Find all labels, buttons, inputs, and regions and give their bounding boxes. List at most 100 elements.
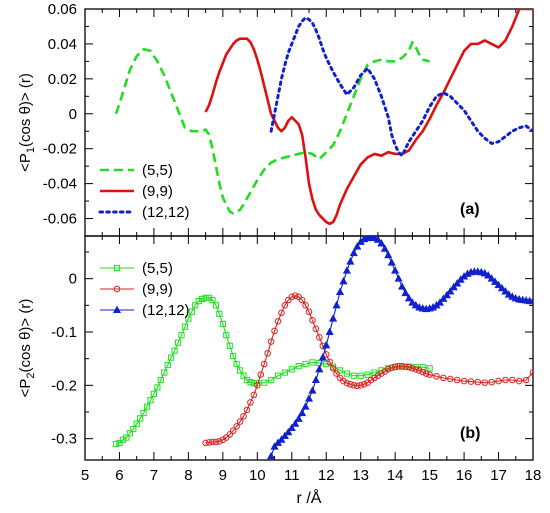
data-point [408, 298, 417, 306]
data-point [247, 379, 254, 386]
y-tick-label: 0.06 [48, 1, 77, 18]
data-point [250, 380, 257, 387]
data-point [147, 397, 154, 404]
data-point [143, 403, 151, 410]
data-point [212, 438, 220, 446]
data-point [357, 372, 364, 379]
data-point [380, 244, 389, 252]
data-point [439, 294, 448, 302]
data-point [384, 366, 392, 373]
data-point [495, 377, 502, 385]
data-point [171, 347, 178, 354]
data-point [419, 368, 427, 376]
data-point [209, 296, 216, 304]
data-point [267, 376, 275, 384]
data-point [522, 376, 530, 384]
data-point [336, 367, 344, 374]
data-point [394, 274, 403, 282]
data-point [229, 427, 237, 434]
data-point [388, 364, 396, 372]
y-tick-label: -0.02 [43, 141, 77, 158]
data-point [267, 451, 276, 460]
y-axis-label: <P2(cos θ)> (r) [17, 299, 37, 398]
data-point [311, 375, 320, 384]
data-point [219, 436, 227, 444]
y-tick-label: -0.06 [43, 211, 77, 228]
data-point [378, 370, 385, 377]
data-point [261, 379, 268, 386]
x-tick-label: 18 [525, 467, 542, 484]
x-tick-label: 7 [150, 467, 158, 484]
data-point [387, 258, 396, 266]
data-point [446, 287, 455, 295]
data-point [391, 363, 399, 370]
data-point [343, 370, 351, 377]
data-point [491, 277, 500, 285]
series-line-1 [204, 9, 533, 226]
data-point [271, 327, 278, 335]
data-point [205, 439, 213, 446]
data-point [373, 236, 382, 243]
data-point [236, 367, 244, 374]
data-point [364, 371, 371, 378]
data-point [133, 420, 140, 427]
legend-marker [112, 305, 122, 314]
x-axis-label: r /Å [297, 488, 322, 507]
data-point [199, 295, 206, 303]
data-point [460, 377, 468, 385]
data-point [291, 419, 300, 427]
data-point [216, 310, 223, 317]
data-point [123, 434, 130, 441]
series-line-1 [205, 295, 533, 444]
data-point [322, 340, 331, 349]
data-point [240, 412, 247, 420]
data-point [280, 431, 289, 440]
data-point [360, 380, 368, 388]
data-point [116, 439, 123, 447]
series-line-2 [269, 16, 533, 158]
data-point [374, 372, 382, 380]
data-point [332, 300, 341, 309]
data-point [254, 382, 261, 389]
data-point [247, 399, 254, 406]
x-tick-label: 11 [284, 467, 300, 484]
y-tick-label: -0.04 [43, 176, 77, 193]
x-tick-label: 5 [81, 467, 89, 484]
data-point [446, 375, 454, 383]
data-point [302, 302, 309, 309]
data-point [449, 282, 458, 291]
panel-a: -0.06 -0.04 -0.02 0 0.02 0.04 0.06 <P1(cos θ)> … [17, 1, 534, 237]
data-point [264, 350, 271, 357]
data-point [398, 362, 406, 370]
data-point [349, 248, 358, 257]
data-point [226, 431, 234, 438]
data-point [202, 439, 209, 447]
data-point [305, 308, 313, 316]
data-point [301, 402, 310, 410]
data-point [487, 274, 496, 282]
data-point [474, 378, 482, 386]
data-point [342, 266, 351, 274]
data-point [216, 438, 223, 445]
data-point [422, 370, 430, 377]
data-point [440, 374, 447, 382]
data-point [371, 374, 378, 382]
data-point [350, 372, 357, 379]
data-point [140, 409, 147, 417]
data-point [130, 425, 137, 433]
series-line-0 [114, 40, 430, 215]
data-point [357, 382, 364, 389]
data-point [294, 414, 303, 422]
data-point [287, 423, 296, 432]
data-point [236, 418, 244, 425]
data-point [281, 302, 289, 309]
legend-label: (12,12) [142, 204, 190, 221]
data-point [233, 423, 240, 430]
data-point [467, 378, 475, 385]
data-point [453, 279, 462, 287]
data-point [168, 354, 175, 361]
y-tick-label: 0 [69, 271, 77, 288]
data-point [202, 294, 209, 301]
x-tick-label: 8 [184, 467, 192, 484]
